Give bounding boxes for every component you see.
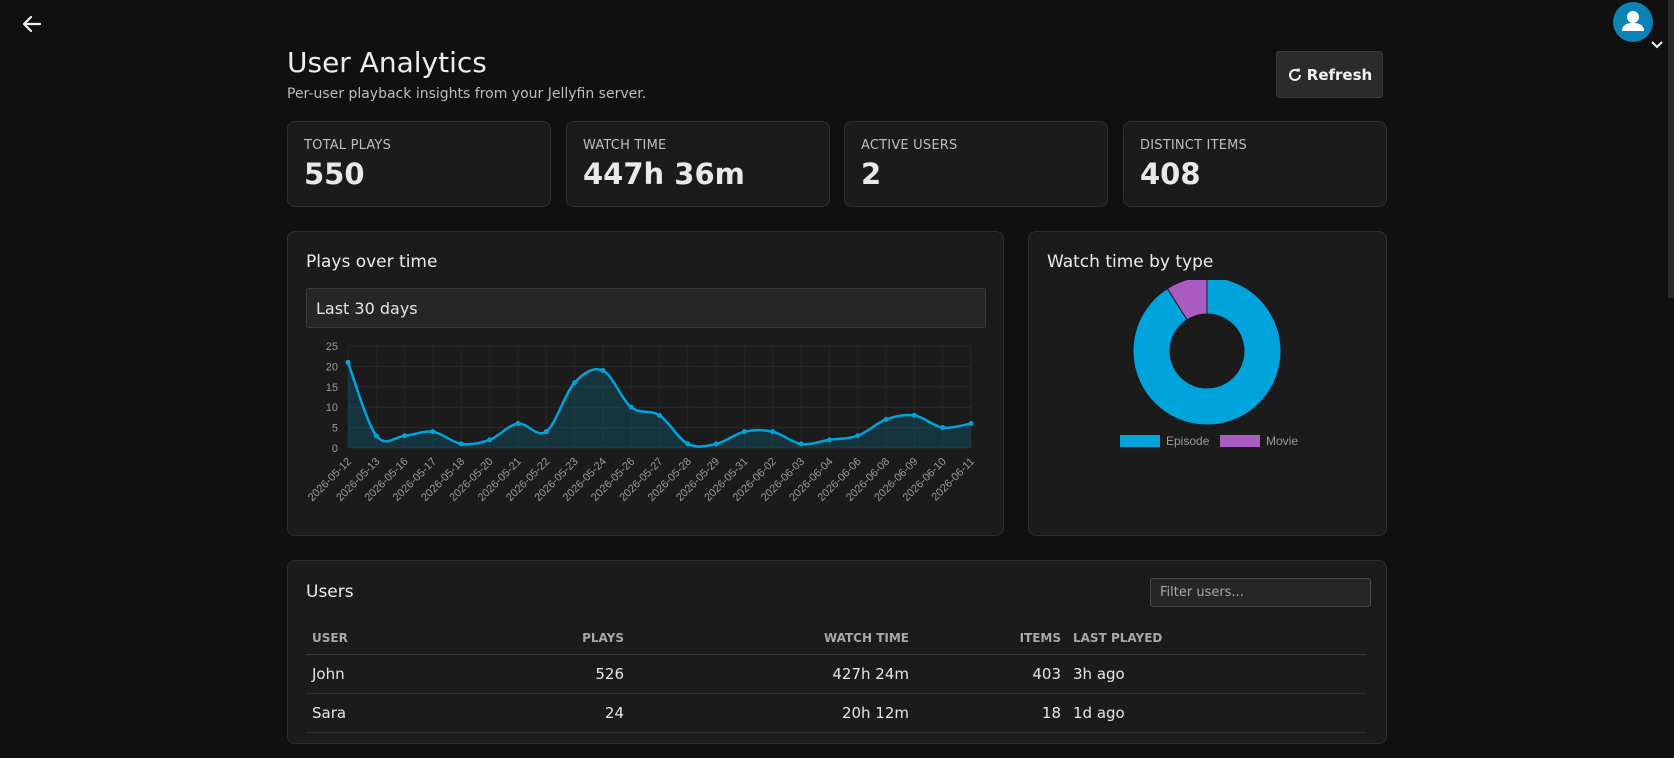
y-tick-label: 10: [326, 402, 338, 414]
data-point: [572, 380, 578, 386]
column-header-items[interactable]: ITEMS: [915, 621, 1067, 655]
data-point: [685, 441, 691, 447]
column-header-user[interactable]: USER: [306, 621, 428, 655]
users-table: USER PLAYS WATCH TIME ITEMS LAST PLAYED …: [306, 621, 1366, 733]
data-point: [770, 429, 776, 435]
data-point: [402, 433, 408, 439]
data-point: [373, 433, 379, 439]
back-button[interactable]: [18, 10, 46, 38]
stat-label: TOTAL PLAYS: [304, 138, 392, 153]
data-point: [826, 437, 832, 443]
data-point: [657, 412, 662, 418]
page-scrollbar[interactable]: [1668, 0, 1674, 298]
legend-label: Movie: [1266, 434, 1298, 448]
stat-card-watch-time: WATCH TIME 447h 36m: [566, 121, 830, 207]
stat-value: 408: [1140, 157, 1201, 191]
user-avatar-button[interactable]: [1613, 2, 1653, 42]
data-point: [430, 429, 436, 435]
data-point: [713, 441, 719, 447]
data-point: [458, 441, 464, 447]
page-subtitle: Per-user playback insights from your Jel…: [287, 86, 647, 102]
stat-card-active-users: ACTIVE USERS 2: [844, 121, 1108, 207]
stat-value: 550: [304, 157, 365, 191]
data-point: [940, 425, 946, 431]
panel-title: Plays over time: [306, 252, 438, 272]
y-tick-label: 20: [326, 361, 338, 373]
y-tick-label: 0: [332, 443, 338, 455]
cell-watch-time: 427h 24m: [630, 654, 915, 694]
legend-swatch: [1220, 435, 1260, 447]
data-point: [855, 433, 861, 439]
plays-over-time-panel: Plays over time Last 30 days 0 5 10 15 20 25 2…: [287, 231, 1004, 536]
time-range-value: Last 30 days: [316, 298, 418, 318]
cell-user: John: [306, 654, 428, 694]
data-point: [487, 437, 493, 443]
stat-label: ACTIVE USERS: [861, 138, 958, 153]
cell-plays: 24: [428, 693, 630, 733]
pie-slice: [1132, 280, 1282, 426]
time-range-select[interactable]: Last 30 days: [306, 288, 986, 328]
data-point: [741, 429, 747, 435]
stat-value: 2: [861, 157, 882, 191]
data-point: [345, 359, 351, 365]
stat-label: WATCH TIME: [583, 138, 667, 153]
cell-items: 18: [915, 693, 1067, 733]
legend-swatch: [1120, 435, 1160, 447]
series-area: [348, 362, 971, 448]
stat-label: DISTINCT ITEMS: [1140, 138, 1248, 153]
table-header-row: USER PLAYS WATCH TIME ITEMS LAST PLAYED: [306, 621, 1366, 655]
watch-time-panel: Watch time by type Episode Movie: [1028, 231, 1387, 536]
chevron-down-icon[interactable]: [1649, 36, 1665, 49]
arrow-left-icon: [22, 15, 42, 33]
pie-slice: [1166, 280, 1208, 321]
refresh-button[interactable]: Refresh: [1276, 51, 1383, 98]
cell-items: 403: [915, 654, 1067, 694]
stat-value: 447h 36m: [583, 157, 745, 191]
stat-card-total-plays: TOTAL PLAYS 550: [287, 121, 551, 207]
y-tick-label: 15: [326, 382, 338, 394]
panel-title: Watch time by type: [1047, 252, 1214, 272]
data-point: [543, 429, 549, 435]
cell-watch-time: 20h 12m: [630, 693, 915, 733]
cell-user: Sara: [306, 693, 428, 733]
data-point: [600, 367, 606, 373]
cell-last-played: 1d ago: [1067, 693, 1366, 733]
data-point: [515, 421, 521, 427]
watch-time-donut-chart: Episode Movie: [1120, 280, 1298, 448]
user-icon: [1622, 11, 1644, 31]
data-point: [883, 416, 889, 422]
users-panel: Users USER PLAYS WATCH TIME ITEMS LAST P…: [287, 560, 1387, 744]
y-tick-label: 25: [326, 341, 338, 353]
column-header-watch-time[interactable]: WATCH TIME: [630, 621, 915, 655]
data-point: [968, 421, 974, 427]
plays-line-chart: 05101520252026-05-122026-05-132026-05-16…: [306, 341, 977, 504]
column-header-plays[interactable]: PLAYS: [428, 621, 630, 655]
panel-title: Users: [306, 582, 354, 602]
table-row[interactable]: Sara 24 20h 12m 18 1d ago: [306, 693, 1366, 733]
cell-plays: 526: [428, 654, 630, 694]
data-point: [911, 412, 917, 418]
data-point: [628, 404, 634, 410]
refresh-button-label: Refresh: [1306, 65, 1373, 84]
data-point: [798, 441, 804, 447]
stat-card-distinct-items: DISTINCT ITEMS 408: [1123, 121, 1387, 207]
refresh-icon: [1288, 68, 1301, 81]
table-row[interactable]: John 526 427h 24m 403 3h ago: [306, 654, 1366, 694]
column-header-last-played[interactable]: LAST PLAYED: [1067, 621, 1366, 655]
page-title: User Analytics: [287, 46, 487, 79]
filter-users-input[interactable]: [1150, 578, 1371, 607]
legend-label: Episode: [1166, 434, 1210, 448]
y-tick-label: 5: [332, 423, 338, 435]
cell-last-played: 3h ago: [1067, 654, 1366, 694]
